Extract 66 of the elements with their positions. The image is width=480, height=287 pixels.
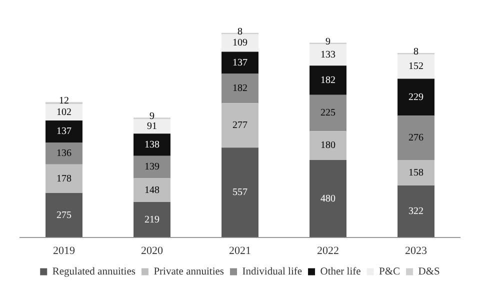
data-label: 136 bbox=[56, 148, 72, 160]
bar bbox=[310, 66, 346, 95]
bar bbox=[134, 178, 170, 202]
bar bbox=[46, 104, 82, 120]
data-label: 139 bbox=[144, 162, 160, 173]
bar bbox=[46, 164, 82, 194]
bar bbox=[134, 134, 170, 156]
data-label: 229 bbox=[408, 92, 424, 103]
bar bbox=[222, 52, 258, 74]
data-label: 8 bbox=[414, 46, 418, 58]
data-label: 91 bbox=[147, 120, 157, 132]
data-label: 137 bbox=[232, 57, 248, 68]
data-label: 276 bbox=[408, 132, 424, 144]
data-label: 158 bbox=[408, 167, 424, 178]
data-label: 180 bbox=[320, 140, 336, 152]
bar bbox=[46, 193, 82, 238]
x-tick-label: 2020 bbox=[141, 244, 164, 257]
data-label: 178 bbox=[56, 173, 72, 184]
x-tick-label: 2021 bbox=[229, 244, 251, 257]
legend-label: D&S bbox=[418, 266, 440, 278]
bar bbox=[222, 34, 258, 52]
data-label: 182 bbox=[320, 74, 336, 86]
bar bbox=[222, 148, 258, 238]
bar bbox=[222, 74, 258, 104]
bar bbox=[46, 142, 82, 164]
x-tick-label: 2022 bbox=[317, 244, 339, 257]
data-label: 8 bbox=[238, 26, 242, 38]
data-label: 138 bbox=[144, 139, 160, 150]
bar bbox=[134, 119, 170, 134]
bar bbox=[310, 94, 346, 132]
legend-label: Individual life bbox=[242, 266, 302, 278]
data-label: 148 bbox=[144, 184, 160, 196]
bar bbox=[398, 185, 434, 238]
data-label: 12 bbox=[59, 96, 69, 107]
bar bbox=[134, 202, 170, 238]
bar bbox=[310, 44, 346, 66]
data-label: 102 bbox=[56, 106, 72, 118]
data-label: 480 bbox=[320, 193, 336, 204]
data-label: 109 bbox=[232, 38, 248, 49]
data-label: 137 bbox=[56, 126, 72, 138]
data-label: 557 bbox=[232, 187, 248, 198]
x-tick-label: 2019 bbox=[53, 244, 76, 257]
bar bbox=[398, 54, 434, 79]
data-label: 277 bbox=[232, 120, 248, 131]
data-label: 275 bbox=[56, 210, 72, 221]
data-label: 152 bbox=[408, 61, 424, 72]
bar bbox=[46, 120, 82, 143]
data-label: 322 bbox=[408, 206, 424, 218]
bar bbox=[222, 103, 258, 148]
data-label: 219 bbox=[144, 214, 160, 226]
bar bbox=[398, 160, 434, 186]
data-label: 9 bbox=[326, 36, 330, 48]
bar bbox=[310, 160, 346, 238]
x-tick-label: 2023 bbox=[405, 244, 428, 257]
legend-label: Regulated annuities bbox=[52, 266, 136, 278]
bar bbox=[310, 131, 346, 160]
bar bbox=[398, 78, 434, 116]
data-label: 9 bbox=[150, 111, 154, 122]
bar bbox=[398, 116, 434, 160]
data-label: 133 bbox=[320, 50, 336, 61]
legend-label: Other life bbox=[320, 266, 362, 278]
data-label: 182 bbox=[232, 83, 248, 94]
legend-label: P&C bbox=[379, 266, 400, 278]
legend-label: Private annuities bbox=[154, 266, 224, 278]
bar bbox=[134, 156, 170, 178]
data-label: 225 bbox=[320, 108, 336, 119]
